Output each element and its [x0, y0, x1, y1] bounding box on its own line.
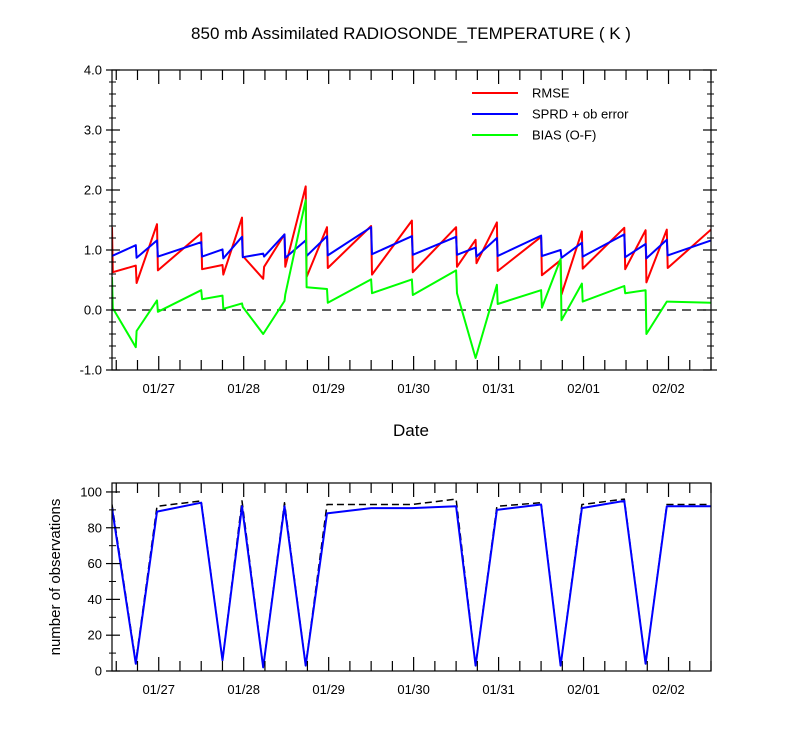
legend-label: BIAS (O-F): [532, 128, 596, 143]
x-tick-label: 01/27: [142, 682, 175, 697]
series-line-rmse: [112, 185, 711, 296]
x-tick-label: 02/01: [567, 381, 600, 396]
y-tick-label: 80: [88, 520, 102, 535]
plot-frame: [111, 482, 712, 672]
x-tick-label: 01/28: [227, 381, 260, 396]
x-tick-label: 01/27: [142, 381, 175, 396]
bottom-panel: 01/27 01/28 01/29 01/30 01/31 02/01 02/02 0 20 40…: [80, 482, 712, 697]
legend-label: SPRD + ob error: [532, 107, 629, 122]
top-panel: 01/27 01/28 01/29 01/30 01/31 02/01 02/02 -1.0 0…: [80, 63, 717, 396]
y-axis-label-observations: number of observations: [47, 499, 64, 656]
series-group: [112, 498, 711, 669]
series-line-used-observations: [112, 499, 711, 669]
x-tick-label: 02/02: [652, 682, 685, 697]
x-tick-label: 02/01: [567, 682, 600, 697]
series-line-possible-observations: [112, 498, 711, 669]
y-tick-label: 0: [95, 664, 102, 679]
x-tick-label: 02/02: [652, 381, 685, 396]
y-tick-label: 1.0: [84, 243, 102, 258]
x-tick-label: 01/30: [397, 381, 430, 396]
x-tick-label: 01/28: [227, 682, 260, 697]
y-tick-label: 20: [88, 628, 102, 643]
plot-frame: [111, 69, 712, 371]
x-axis-ticks: [115, 483, 712, 671]
x-tick-label: 01/31: [482, 682, 515, 697]
y-tick-label: 4.0: [84, 63, 102, 78]
legend-label: RMSE: [532, 86, 570, 101]
y-tick-label: 0.0: [84, 303, 102, 318]
x-tick-label: 01/29: [312, 381, 345, 396]
y-tick-label: 100: [80, 484, 102, 499]
legend: RMSE SPRD + ob error BIAS (O-F): [472, 86, 629, 143]
y-tick-label: 2.0: [84, 183, 102, 198]
y-tick-label: -1.0: [80, 363, 102, 378]
x-tick-label: 01/30: [397, 682, 430, 697]
y-tick-label: 3.0: [84, 123, 102, 138]
y-axis-ticks: [106, 69, 717, 371]
x-axis-label: Date: [393, 421, 429, 440]
x-tick-label: 01/31: [482, 381, 515, 396]
x-tick-label: 01/29: [312, 682, 345, 697]
series-group: [112, 185, 711, 359]
y-tick-label: 40: [88, 592, 102, 607]
y-axis-ticks: [106, 491, 120, 672]
x-axis-ticks: [115, 70, 712, 370]
y-tick-label: 60: [88, 556, 102, 571]
chart-title: 850 mb Assimilated RADIOSONDE_TEMPERATUR…: [191, 24, 631, 43]
series-line-bias-o-f-: [112, 199, 711, 359]
series-line-sprd-ob-error: [112, 226, 711, 260]
